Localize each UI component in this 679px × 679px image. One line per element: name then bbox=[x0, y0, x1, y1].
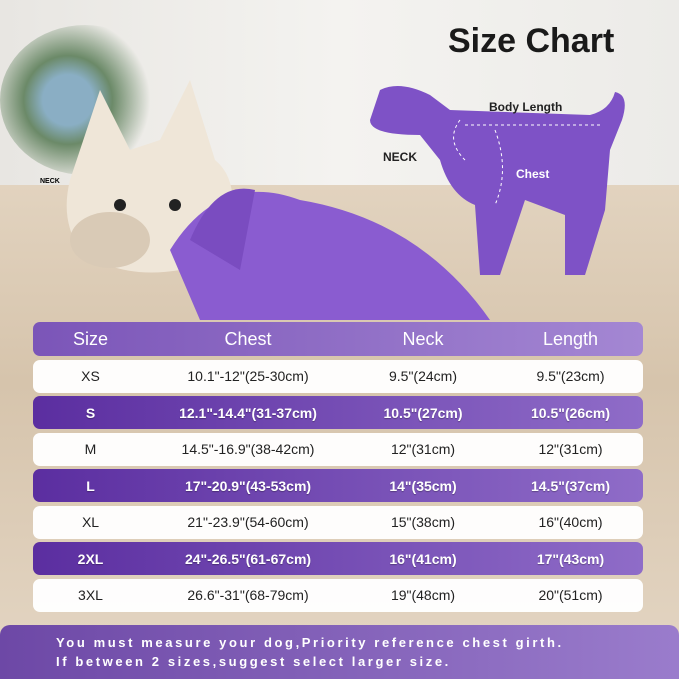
table-row: S 12.1"-14.4"(31-37cm) 10.5"(27cm) 10.5"(26… bbox=[33, 396, 643, 429]
header-chest: Chest bbox=[224, 328, 272, 349]
cell-neck: 16"(41cm) bbox=[389, 550, 457, 567]
cell-size: 3XL bbox=[78, 587, 103, 603]
cell-neck: 10.5"(27cm) bbox=[383, 404, 463, 421]
dog-photo bbox=[66, 80, 490, 320]
cell-size: M bbox=[84, 441, 97, 457]
cell-size: XS bbox=[81, 368, 100, 384]
neck-label: NECK bbox=[383, 150, 418, 164]
header-length: Length bbox=[542, 328, 599, 349]
table-row: XL 21"-23.9"(54-60cm) 15"(38cm) 16"(40cm) bbox=[33, 505, 643, 539]
table-row: 2XL 24"-26.5"(61-67cm) 16"(41cm) 17"(43cm) bbox=[33, 542, 643, 575]
measurement-note: You must measure your dog,Priority refer… bbox=[0, 625, 679, 679]
cell-chest: 26.6"-31"(68-79cm) bbox=[187, 587, 309, 603]
page-title: Size Chart bbox=[448, 22, 615, 60]
cell-chest: 24"-26.5"(61-67cm) bbox=[184, 550, 312, 567]
photo-neck-label: NECK bbox=[40, 178, 60, 185]
table-header: Size Chest Neck Length bbox=[33, 322, 643, 356]
cell-size: XL bbox=[81, 514, 100, 530]
cell-size: L bbox=[86, 477, 95, 494]
cell-chest: 12.1"-14.4"(31-37cm) bbox=[179, 404, 317, 421]
cell-size: S bbox=[85, 404, 96, 421]
cell-size: 2XL bbox=[77, 550, 104, 567]
cell-length: 12"(31cm) bbox=[538, 441, 603, 457]
table-row: XS 10.1"-12"(25-30cm) 9.5"(24cm) 9.5"(23cm) bbox=[33, 359, 643, 393]
cell-length: 20"(51cm) bbox=[538, 587, 603, 603]
note-line-1: You must measure your dog,Priority refer… bbox=[56, 635, 564, 650]
cell-neck: 14"(35cm) bbox=[389, 477, 457, 494]
cell-length: 17"(43cm) bbox=[536, 550, 605, 567]
cell-length: 9.5"(23cm) bbox=[536, 368, 605, 384]
table-row: L 17"-20.9"(43-53cm) 14"(35cm) 14.5"(37cm) bbox=[33, 469, 643, 502]
cell-chest: 17"-20.9"(43-53cm) bbox=[184, 477, 312, 494]
table-row: M 14.5"-16.9"(38-42cm) 12"(31cm) 12"(31cm) bbox=[33, 432, 643, 466]
cell-neck: 15"(38cm) bbox=[390, 514, 456, 530]
header-size: Size bbox=[72, 328, 108, 349]
cell-neck: 19"(48cm) bbox=[390, 587, 456, 603]
cell-chest: 14.5"-16.9"(38-42cm) bbox=[181, 441, 315, 457]
cell-chest: 10.1"-12"(25-30cm) bbox=[187, 368, 309, 384]
table-row: 3XL 26.6"-31"(68-79cm) 19"(48cm) 20"(51cm) bbox=[33, 578, 643, 612]
body-length-label: Body Length bbox=[489, 100, 563, 114]
chest-label: Chest bbox=[516, 167, 550, 181]
cell-length: 10.5"(26cm) bbox=[530, 404, 611, 421]
cell-length: 16"(40cm) bbox=[538, 514, 603, 530]
cell-length: 14.5"(37cm) bbox=[530, 477, 611, 494]
cell-neck: 9.5"(24cm) bbox=[389, 368, 457, 384]
cell-neck: 12"(31cm) bbox=[390, 441, 456, 457]
dog-silhouette-diagram bbox=[370, 86, 625, 275]
header-neck: Neck bbox=[402, 328, 444, 349]
cell-chest: 21"-23.9"(54-60cm) bbox=[187, 514, 309, 530]
note-line-2: If between 2 sizes,suggest select larger… bbox=[56, 654, 451, 669]
size-table: Size Chest Neck Length XS 10.1"-12"(25-30… bbox=[33, 322, 643, 615]
